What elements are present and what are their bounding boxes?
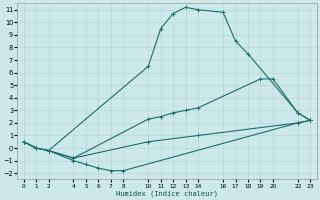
X-axis label: Humidex (Indice chaleur): Humidex (Indice chaleur) bbox=[116, 190, 218, 197]
